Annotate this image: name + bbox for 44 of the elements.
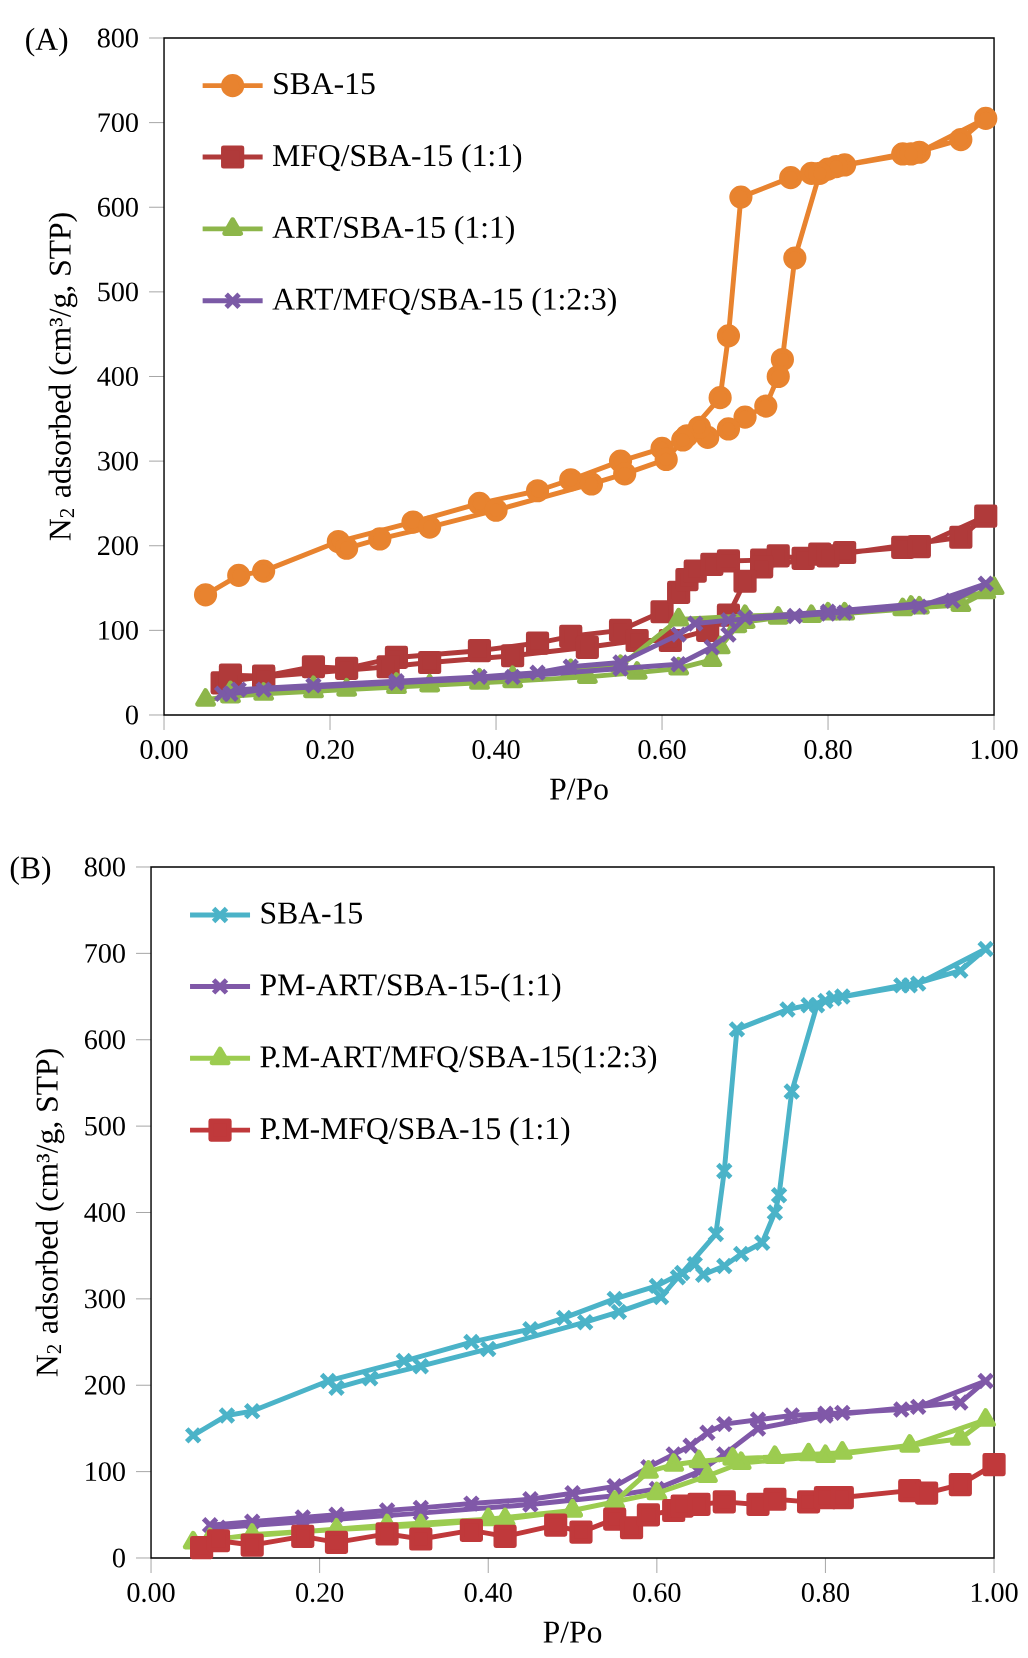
x-tick-label: 0.60 bbox=[633, 1583, 681, 1603]
legend-label: SBA-15 bbox=[261, 902, 362, 924]
y-tick-label: 400 bbox=[84, 1203, 125, 1222]
y-tick-label: 300 bbox=[98, 451, 138, 471]
x-tick-label: 0.40 bbox=[464, 1583, 512, 1603]
y-tick-label: 300 bbox=[85, 1289, 125, 1309]
legend-label: SBA-15 bbox=[274, 73, 375, 95]
x-tick-label: 1.00 bbox=[971, 740, 1018, 760]
y-tick-label: 500 bbox=[85, 1116, 125, 1136]
y-tick-label: 0 bbox=[112, 1548, 125, 1568]
legend-label: P.M-ART/MFQ/SBA-15(1:2:3) bbox=[260, 1045, 657, 1074]
y-tick-label: 500 bbox=[98, 282, 138, 302]
x-tick-label: 0.60 bbox=[638, 740, 686, 760]
x-axis-title: P/Po bbox=[543, 1621, 602, 1643]
y-tick-label: 600 bbox=[97, 197, 138, 217]
y-tick-label: 100 bbox=[86, 1462, 125, 1482]
x-tick-label: 0.40 bbox=[472, 740, 520, 760]
legend-label: ART/MFQ/SBA-15 (1:2:3) bbox=[272, 287, 616, 317]
legend-label: MFQ/SBA-15 (1:1) bbox=[273, 143, 522, 173]
y-tick-label: 800 bbox=[97, 28, 138, 48]
legend-label: P.M-MFQ/SBA-15 (1:1) bbox=[260, 1117, 570, 1146]
y-axis-title: N$_{2}$ adsorbed (cm³/g, STP) bbox=[35, 1049, 65, 1377]
x-axis-title: P/Po bbox=[550, 778, 608, 800]
x-tick-label: 0.00 bbox=[127, 1583, 175, 1603]
y-tick-label: 700 bbox=[98, 113, 138, 133]
x-tick-label: 0.00 bbox=[140, 740, 188, 760]
y-tick-label: 200 bbox=[84, 1375, 125, 1395]
text: (B) bbox=[10, 856, 51, 886]
y-tick-label: 0 bbox=[125, 705, 138, 725]
y-tick-label: 200 bbox=[97, 536, 138, 556]
x-tick-label: 0.20 bbox=[296, 1583, 344, 1603]
x-tick-label: 0.20 bbox=[306, 740, 354, 760]
x-tick-label: 0.80 bbox=[801, 1583, 849, 1603]
y-tick-label: 700 bbox=[85, 943, 125, 963]
legend-label: PM-ART/SBA-15-(1:1) bbox=[260, 973, 561, 1003]
y-tick-label: 400 bbox=[97, 367, 138, 386]
y-axis-title: N$_{2}$ adsorbed (cm³/g, STP) bbox=[48, 213, 78, 541]
y-tick-label: 600 bbox=[84, 1030, 125, 1050]
y-tick-label: 100 bbox=[99, 620, 138, 640]
text: (A) bbox=[26, 27, 68, 57]
legend-label: ART/SBA-15 (1:1) bbox=[272, 215, 514, 245]
x-tick-label: 1.00 bbox=[971, 1583, 1018, 1603]
y-tick-label: 800 bbox=[84, 857, 125, 877]
x-tick-label: 0.80 bbox=[804, 740, 852, 760]
